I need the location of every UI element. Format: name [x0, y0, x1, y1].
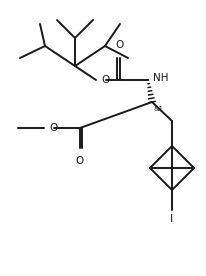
Text: O: O: [49, 123, 57, 133]
Text: O: O: [115, 40, 124, 50]
Text: O: O: [76, 156, 84, 166]
Text: O: O: [101, 75, 109, 85]
Text: I: I: [170, 214, 173, 224]
Text: NH: NH: [152, 73, 168, 83]
Text: &1: &1: [153, 106, 163, 112]
